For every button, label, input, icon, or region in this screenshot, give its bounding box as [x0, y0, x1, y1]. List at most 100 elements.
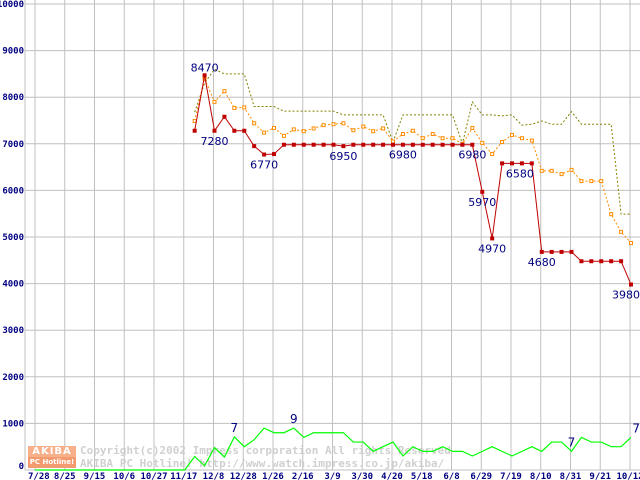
data-point-min: [619, 259, 624, 264]
value-label: 4680: [528, 256, 556, 269]
data-point-min: [480, 189, 485, 194]
x-tick-label: 10/6: [113, 472, 135, 480]
data-point-average: [391, 139, 395, 144]
data-point-average: [529, 138, 534, 143]
akiba-logo: AKIBA PC Hotline!: [28, 446, 76, 468]
y-tick-label: 10000: [0, 0, 24, 10]
value-label: 9: [290, 412, 298, 426]
data-point-average: [291, 127, 296, 132]
data-point-min: [301, 142, 306, 147]
data-point-average: [232, 105, 237, 110]
data-point-average: [430, 132, 435, 137]
data-point-average: [321, 123, 326, 128]
data-point-average: [400, 132, 405, 137]
data-point-average: [242, 105, 247, 110]
data-point-min: [450, 142, 455, 147]
x-tick-label: 9/15: [84, 472, 106, 480]
value-label: 7: [632, 421, 640, 435]
data-point-average: [519, 136, 524, 141]
data-point-average: [480, 140, 485, 145]
x-tick-label: 11/17: [170, 472, 197, 480]
data-point-min: [519, 161, 524, 166]
data-point-average: [420, 136, 425, 141]
data-point-min: [599, 259, 604, 264]
data-point-average: [569, 167, 574, 172]
data-point-average: [381, 126, 386, 131]
value-label: 6980: [458, 149, 486, 162]
data-point-min: [430, 142, 435, 147]
value-label: 6980: [389, 149, 417, 162]
y-tick-label: 4000: [2, 280, 24, 290]
x-tick-label: 3/30: [351, 472, 373, 480]
value-label: 7280: [201, 135, 229, 148]
data-point-min: [212, 128, 217, 133]
value-label: 3980: [612, 289, 640, 302]
x-axis: 7/28 8/25 9/15 10/6 10/27 11/17 12/8 12/28 1/26 2…: [28, 472, 640, 480]
data-point-min: [272, 152, 276, 157]
data-point-min: [202, 73, 207, 78]
series-layer: [35, 68, 633, 471]
data-point-min: [470, 142, 475, 147]
data-point-min: [192, 128, 197, 133]
data-point-average: [192, 118, 197, 123]
y-tick-label: 8000: [2, 93, 24, 103]
value-label: 4970: [478, 242, 506, 255]
data-point-average: [341, 121, 346, 126]
data-point-min: [281, 142, 286, 147]
x-tick-label: 10/12: [616, 472, 640, 480]
data-point-average: [311, 126, 316, 131]
data-point-average: [212, 99, 217, 104]
x-tick-label: 5/18: [411, 472, 433, 480]
x-tick-label: 8/25: [54, 472, 76, 480]
data-point-average: [629, 241, 633, 246]
y-tick-label: 0: [19, 462, 24, 472]
value-label: 7: [231, 421, 239, 435]
y-tick-label: 2000: [2, 373, 24, 383]
y-tick-label: 5000: [2, 233, 24, 243]
data-point-min: [222, 114, 227, 119]
logo-akiba: AKIBA: [28, 446, 76, 457]
data-point-min: [391, 142, 395, 147]
y-tick-label: 9000: [2, 47, 24, 57]
series-line-average: [194, 76, 632, 244]
y-tick-label: 1000: [2, 419, 24, 429]
data-point-min: [410, 142, 415, 147]
x-tick-label: 8/10: [530, 472, 552, 480]
value-label: 6580: [506, 167, 534, 180]
x-tick-label: 7/19: [500, 472, 522, 480]
data-point-min: [311, 142, 316, 147]
data-point-average: [410, 128, 415, 133]
x-tick-label: 9/21: [589, 472, 611, 480]
x-tick-label: 2/16: [292, 472, 314, 480]
value-label: 5970: [468, 196, 496, 209]
x-tick-label: 12/28: [230, 472, 257, 480]
data-point-average: [609, 212, 614, 217]
logo-pc-hotline: PC Hotline!: [28, 457, 76, 468]
data-point-average: [539, 168, 544, 173]
data-point-average: [510, 132, 514, 137]
y-axis: 0 1000 2000 3000 4000 5000 6000 7000 8000 9000 100…: [0, 0, 24, 472]
data-point-average: [470, 125, 475, 130]
data-point-average: [500, 139, 505, 144]
data-point-min: [490, 236, 495, 241]
data-point-average: [549, 168, 554, 173]
data-point-min: [341, 144, 346, 149]
data-point-average: [262, 130, 267, 135]
data-point-min: [539, 249, 544, 254]
data-point-min: [589, 259, 594, 264]
watermark-copyright: Copyright(c)2002 Impress corporation All…: [80, 444, 451, 457]
data-point-min: [559, 249, 564, 254]
data-point-average: [371, 129, 376, 134]
watermark: Copyright(c)2002 Impress corporation All…: [80, 444, 451, 470]
data-point-average: [599, 179, 604, 184]
series-line-count: [35, 427, 632, 471]
data-point-average: [281, 133, 286, 138]
x-tick-label: 6/8: [443, 472, 459, 480]
value-label: 6770: [250, 159, 278, 172]
data-point-min: [420, 142, 425, 147]
x-tick-label: 6/29: [470, 472, 492, 480]
data-point-min: [440, 142, 445, 147]
data-point-min: [291, 142, 296, 147]
data-point-average: [619, 229, 624, 234]
